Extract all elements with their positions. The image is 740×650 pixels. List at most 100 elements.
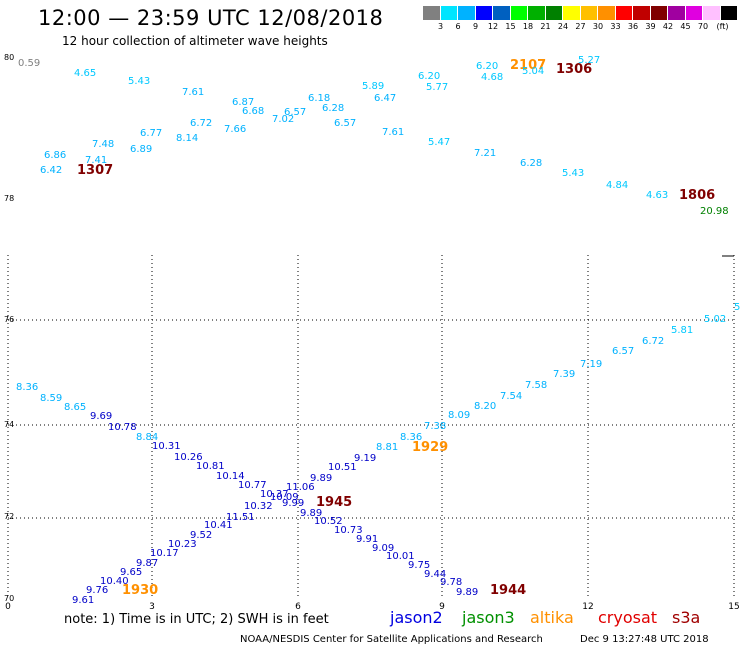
legend-label: 6: [455, 22, 461, 31]
wave-height-value: 9.99: [282, 498, 304, 509]
wave-height-value: 6.72: [642, 336, 664, 347]
legend-swatch: [458, 6, 476, 20]
wave-height-value: 6.18: [308, 93, 330, 104]
satellite-jason3: jason3: [462, 608, 515, 627]
legend-label: 21: [540, 22, 551, 31]
wave-height-value: 7.19: [580, 359, 602, 370]
wave-height-value: 10.17: [150, 548, 179, 559]
legend-label: 36: [627, 22, 639, 31]
satellite-pass-time: 1945: [316, 495, 352, 510]
color-scale-legend: 3 6 9 12 15 18 21 24 27 30 33 36 39 42 45 70 (ft): [423, 6, 738, 32]
wave-height-value: 10.26: [174, 452, 203, 463]
satellite-pass-time: 1944: [490, 583, 526, 598]
wave-height-value: 10.14: [216, 471, 245, 482]
legend-swatch: [685, 6, 703, 20]
latitude-label: 80: [4, 53, 14, 62]
wave-height-value: 5: [734, 302, 740, 313]
satellite-pass-time: 1930: [122, 583, 158, 598]
wave-height-value: 7.61: [382, 127, 404, 138]
wave-height-value: 10.40: [100, 576, 129, 587]
wave-height-value: 9.87: [136, 558, 158, 569]
wave-height-value: 6.57: [334, 118, 356, 129]
wave-height-value: 10.31: [152, 441, 181, 452]
wave-height-value: 10.73: [334, 525, 363, 536]
wave-height-value: 6.87: [232, 97, 254, 108]
wave-height-value: 9.19: [354, 453, 376, 464]
wave-height-labels: 0.594.655.437.616.876.68 6.576.186.287.02…: [16, 55, 740, 606]
wave-height-value: 10.37: [260, 489, 289, 500]
legend-swatch: [493, 6, 511, 20]
latitude-label: 74: [4, 420, 14, 429]
wave-height-value: 9.69: [90, 411, 112, 422]
wave-height-value: 7.66: [224, 124, 246, 135]
wave-height-value: 8.36: [16, 382, 38, 393]
wave-height-value: 6.68: [242, 106, 264, 117]
wave-height-value: 9.89: [300, 508, 322, 519]
wave-height-value: 6.57: [284, 107, 306, 118]
footer-credit: NOAA/NESDIS Center for Satellite Applica…: [240, 634, 543, 645]
wave-height-value: 10.52: [314, 516, 343, 527]
wave-height-value: 6.72: [190, 118, 212, 129]
wave-height-value: 6.86: [44, 150, 66, 161]
wave-height-value: 5.04: [522, 66, 544, 77]
legend-swatch: [528, 6, 546, 20]
longitude-label: 3: [149, 602, 155, 612]
wave-height-value: 5.43: [562, 168, 584, 179]
wave-height-value: 6.47: [374, 93, 396, 104]
legend-label: 3: [437, 22, 444, 31]
wave-height-value: 6.20: [418, 71, 440, 82]
wave-height-value: 9.89: [310, 473, 332, 484]
wave-height-value: 5.02: [704, 314, 726, 325]
legend-label: 30: [592, 22, 604, 31]
legend-swatch: [475, 6, 493, 20]
legend-label: 33: [610, 22, 621, 31]
wave-height-value: 0.59: [18, 58, 40, 69]
footer-timestamp: Dec 9 13:27:48 UTC 2018: [580, 634, 709, 645]
wave-height-value: 9.44: [424, 569, 446, 580]
legend-label: 27: [575, 22, 586, 31]
wave-height-value: 8.20: [474, 401, 496, 412]
satellite-altika: altika: [530, 608, 574, 627]
wave-height-value: 9.52: [190, 530, 212, 541]
legend-swatch: [598, 6, 616, 20]
legend-label: (ft): [716, 22, 729, 31]
wave-height-value: 9.61: [72, 595, 94, 606]
legend-swatch: [563, 6, 581, 20]
wave-height-value: 9.78: [440, 577, 462, 588]
legend-swatch: [423, 6, 441, 20]
legend-swatch: [615, 6, 633, 20]
wave-height-value: 10.01: [386, 551, 415, 562]
legend-swatches: [423, 6, 738, 20]
satellite-pass-time: 2107: [510, 58, 546, 73]
wave-height-value: 6.28: [520, 158, 542, 169]
satellite-cryosat: cryosat: [598, 608, 658, 627]
longitude-label: 9: [439, 602, 445, 612]
wave-height-value: 7.54: [500, 391, 522, 402]
wave-height-value: 6.42: [40, 165, 62, 176]
wave-height-value: 9.75: [408, 560, 430, 571]
wave-height-value: 4.65: [74, 68, 96, 79]
wave-height-value: 10.81: [196, 461, 225, 472]
wave-height-value: 20.98: [700, 206, 729, 217]
legend-label: 45: [680, 22, 691, 31]
latitude-label: 72: [4, 512, 14, 521]
satellite-pass-time: 1806: [679, 188, 715, 203]
legend-label: 24: [557, 22, 569, 31]
wave-height-value: 10.51: [328, 462, 357, 473]
wave-height-value: 7.21: [474, 148, 496, 159]
legend-label: 42: [662, 22, 674, 31]
wave-height-value: 5.89: [362, 81, 384, 92]
longitude-label: 12: [582, 602, 593, 612]
wave-height-value: 7.38: [424, 421, 446, 432]
wave-height-value: 7.41: [85, 155, 107, 166]
legend-swatch: [580, 6, 598, 20]
wave-height-value: 9.91: [356, 534, 378, 545]
legend-label: 12: [487, 22, 499, 31]
wave-height-value: 5.77: [426, 82, 448, 93]
wave-height-value: 8.84: [136, 432, 158, 443]
satellite-pass-time: 1307: [77, 163, 113, 178]
map-title: 12:00 — 23:59 UTC 12/08/2018: [38, 6, 384, 30]
wave-height-value: 10.78: [108, 422, 137, 433]
wave-height-value: 9.89: [456, 587, 478, 598]
longitude-label: 0: [5, 602, 11, 612]
